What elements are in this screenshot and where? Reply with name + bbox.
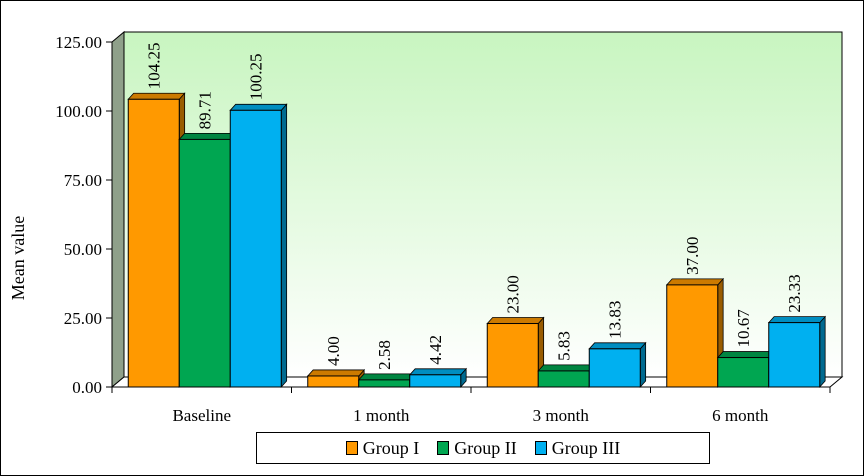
data-label: 10.67 — [734, 309, 753, 348]
bar-group-ii — [537, 363, 596, 389]
bar-group-ii — [357, 372, 417, 389]
legend-item: Group III — [534, 437, 621, 459]
legend-swatch — [534, 441, 547, 455]
bar-top — [767, 316, 827, 324]
plot-side-wall — [111, 30, 125, 389]
legend-label: Group I — [362, 437, 420, 458]
bar-side — [639, 341, 647, 389]
data-label: 2.58 — [375, 340, 394, 370]
bar-top — [486, 317, 545, 324]
legend: Group I Group II Group III — [256, 432, 710, 464]
bar-front — [537, 370, 590, 388]
bar-top — [537, 364, 596, 372]
bar-front — [127, 98, 180, 388]
y-tick-label: 25.00 — [64, 309, 102, 328]
bar-group-i — [306, 368, 366, 389]
bar-side — [280, 103, 288, 389]
bar-front — [307, 375, 360, 388]
bar-top — [229, 103, 288, 111]
data-label: 13.83 — [606, 301, 625, 339]
bar-front — [409, 374, 462, 388]
bar-top — [665, 278, 725, 286]
y-tick-label: 100.00 — [55, 102, 102, 121]
y-tick-label: 0.00 — [72, 378, 102, 397]
plot-area — [110, 30, 844, 389]
y-axis-title: Mean value — [8, 216, 28, 300]
bar-front — [358, 379, 411, 388]
y-tick-label: 50.00 — [64, 240, 102, 259]
value-labels: 104.25 89.71 100.25 4.00 2.58 4.42 23.00 5.83 13… — [145, 43, 805, 370]
legend-swatch — [345, 441, 358, 455]
bar-top — [716, 351, 776, 358]
data-label: 104.25 — [145, 43, 164, 90]
legend-swatch — [437, 441, 450, 455]
bar-top — [306, 369, 366, 377]
bar-top — [178, 133, 237, 140]
y-tick-label: 125.00 — [55, 33, 102, 52]
bar-group-ii — [716, 350, 776, 389]
bar-front — [486, 323, 539, 388]
x-axis: Baseline 1 month 3 month 6 month — [111, 386, 831, 425]
legend-item: Group I — [345, 437, 420, 459]
bar-top — [588, 342, 647, 350]
legend-label: Group III — [551, 437, 621, 458]
bar-top — [408, 368, 468, 376]
bar-group-iii — [767, 315, 827, 389]
bar-front — [588, 348, 641, 388]
bar-top — [127, 92, 186, 100]
bar-front — [768, 322, 821, 388]
legend-label: Group II — [454, 437, 517, 458]
bar-front — [666, 284, 719, 388]
bar-front — [178, 138, 231, 388]
bar-top — [357, 373, 417, 381]
data-label: 37.00 — [683, 237, 702, 275]
y-axis: 0.00 25.00 50.00 75.00 100.00 125.00 — [55, 33, 113, 397]
bar-group-ii — [178, 132, 237, 389]
x-category-label: 6 month — [712, 406, 769, 425]
y-tick-label: 75.00 — [64, 171, 102, 190]
bars-group — [127, 92, 827, 389]
data-label: 4.42 — [426, 335, 445, 365]
data-label: 100.25 — [247, 54, 266, 101]
data-label: 23.00 — [504, 275, 523, 313]
bar-group-iii — [408, 367, 468, 389]
bar-group-i — [665, 277, 725, 389]
bar-side — [819, 315, 826, 389]
bar-group-iii — [588, 341, 647, 389]
data-label: 4.00 — [324, 336, 343, 366]
legend-item: Group II — [437, 437, 517, 459]
bar-group-i — [486, 316, 545, 389]
x-category-label: 3 month — [533, 406, 590, 425]
x-category-label: Baseline — [172, 406, 231, 425]
bar-front — [717, 357, 770, 388]
bar-group-i — [127, 92, 186, 389]
x-category-label: 1 month — [353, 406, 410, 425]
data-label: 89.71 — [196, 91, 215, 129]
data-label: 5.83 — [555, 331, 574, 361]
data-label: 23.33 — [785, 274, 804, 312]
bar-front — [229, 109, 282, 388]
bar-group-iii — [229, 103, 288, 389]
